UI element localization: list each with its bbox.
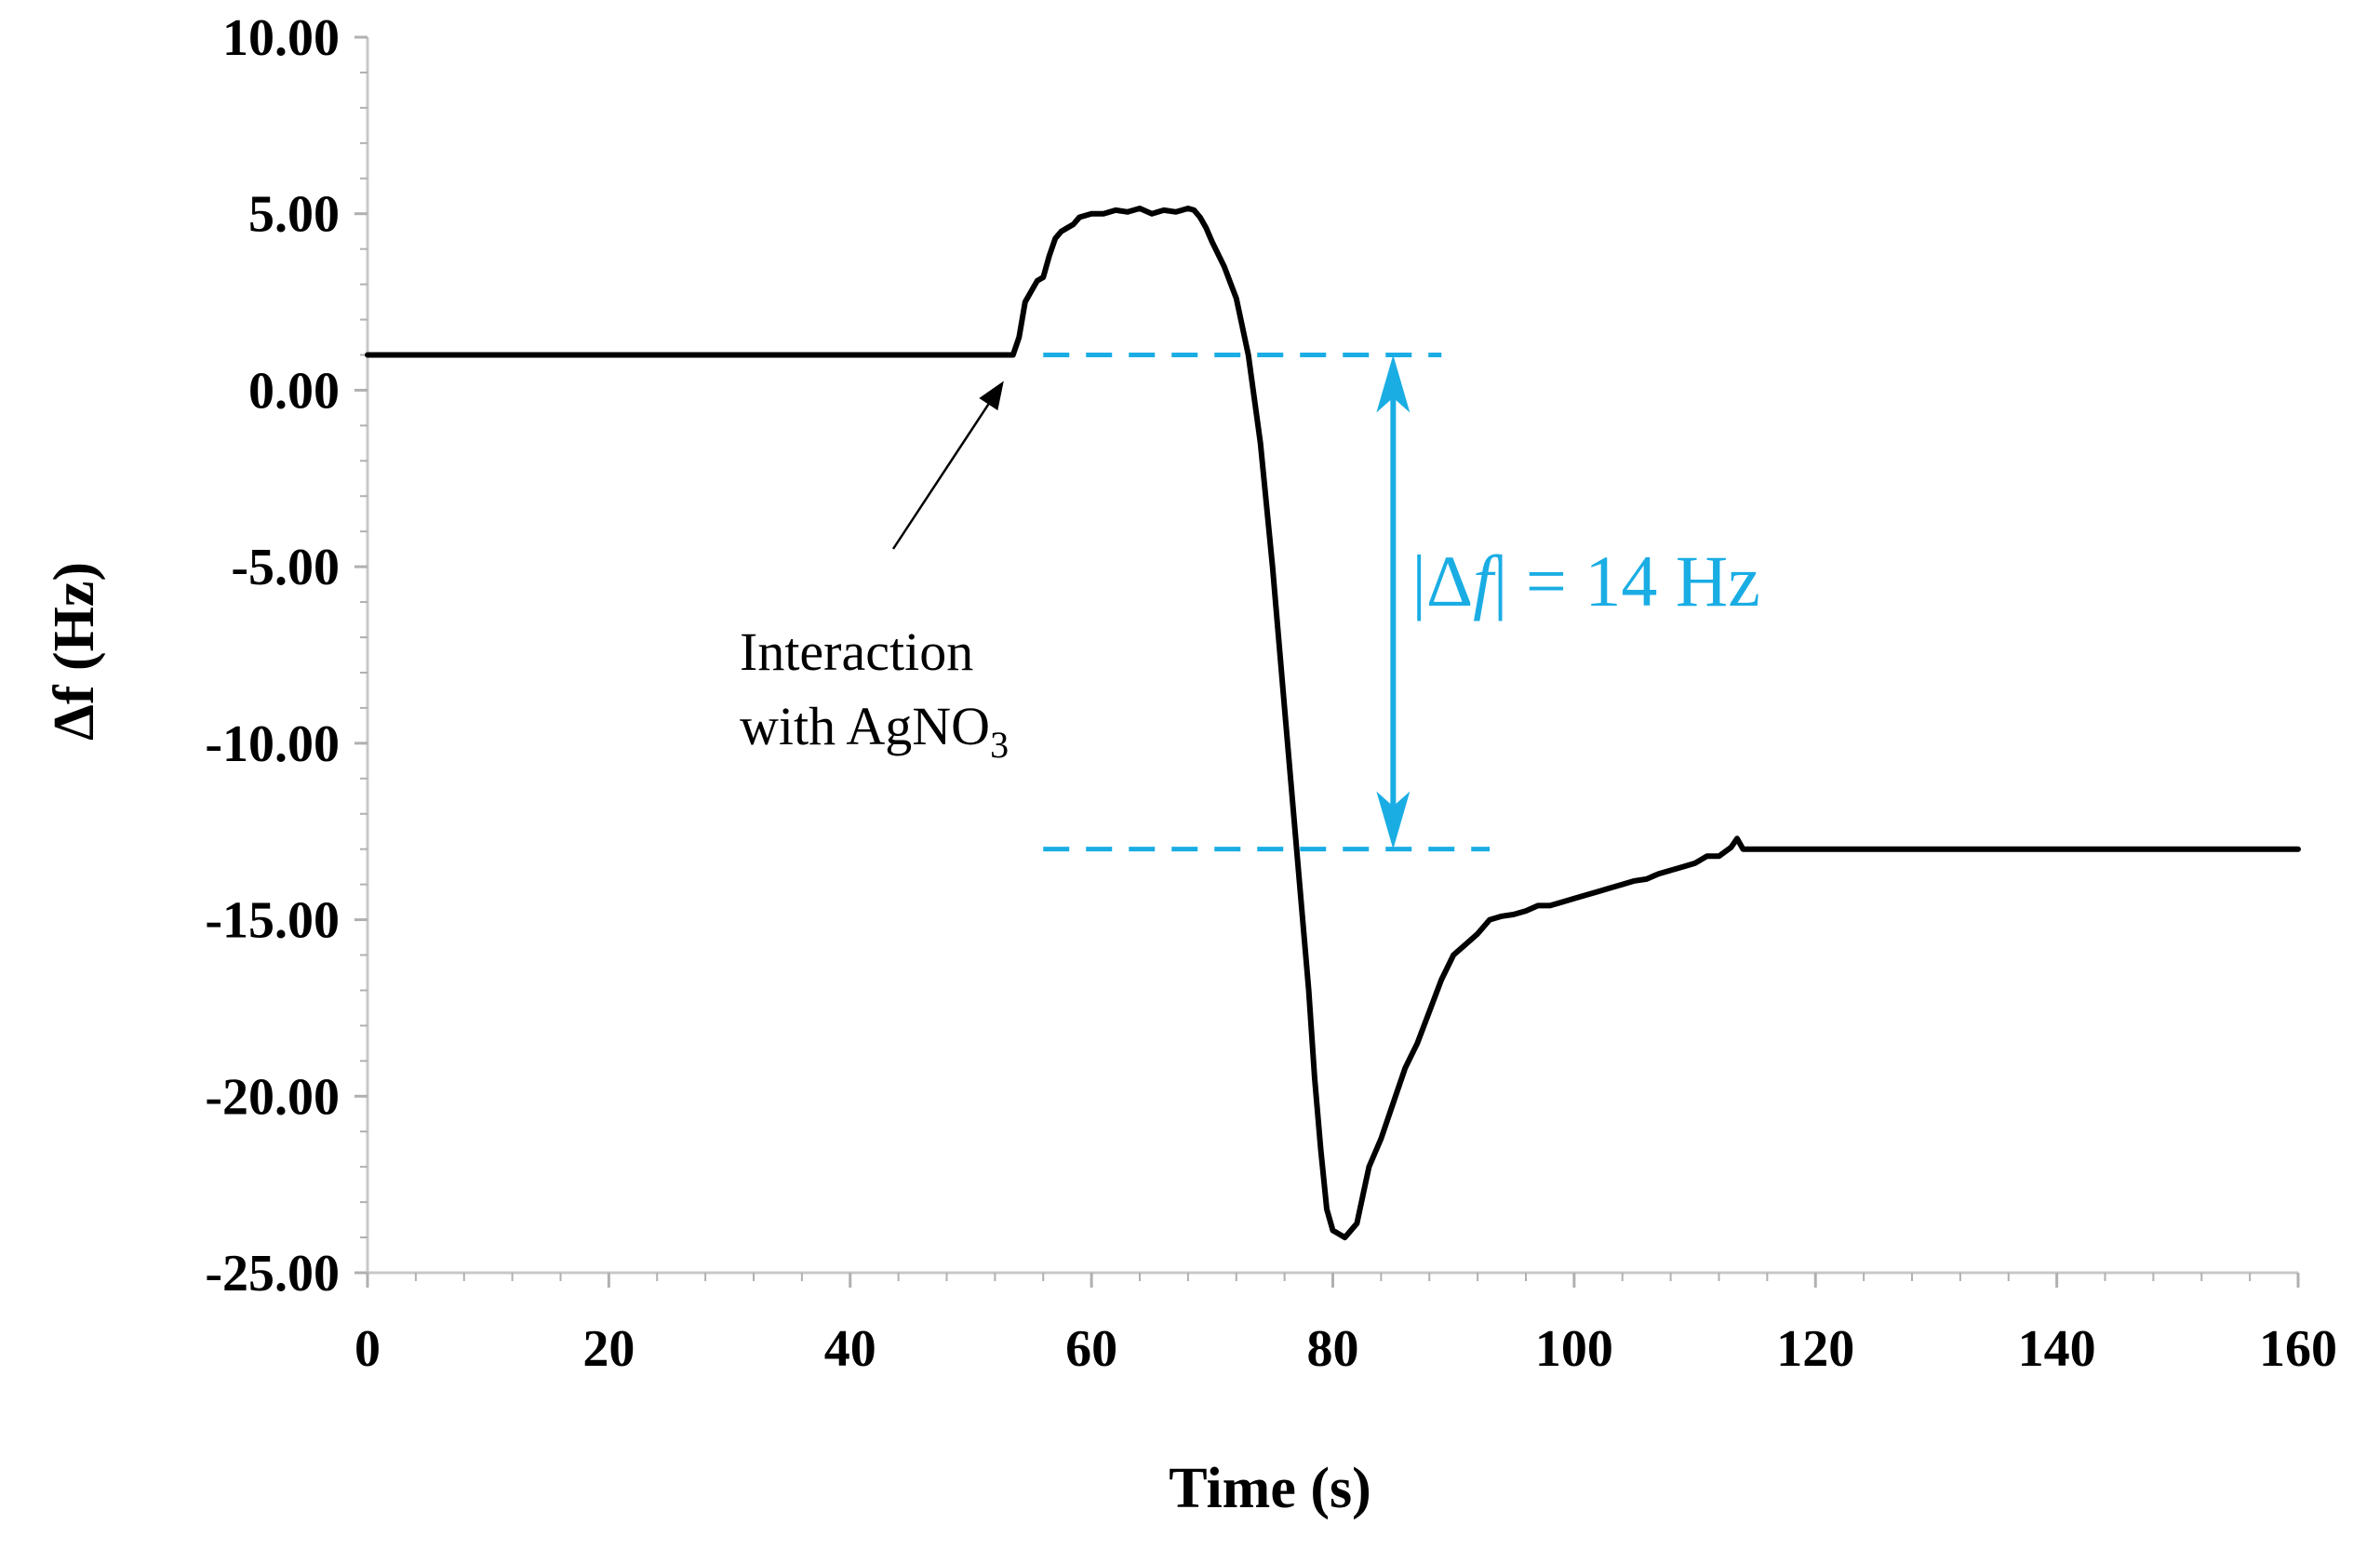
x-tick-label: 40: [824, 1320, 876, 1378]
y-tick-label: 5.00: [248, 186, 340, 244]
interaction-arrowhead: [979, 381, 1004, 411]
x-tick-label: 0: [354, 1320, 381, 1378]
series-layer: [365, 206, 2301, 1241]
y-axis-ticks: 10.00 5.00 0.00 -5.00 -10.00 -15.00 -20.00 -25.…: [205, 9, 368, 1302]
y-tick-label: 0.00: [248, 362, 340, 420]
x-axis-title: Time (s): [1169, 1457, 1371, 1520]
measure-arrowhead-down: [1376, 791, 1411, 849]
y-tick-label: -5.00: [231, 539, 340, 596]
annotation-layer: |Δf| = 14 Hz Interaction with AgNO3: [740, 352, 1760, 852]
interaction-label-subscript: 3: [990, 724, 1009, 766]
x-tick-label: 120: [1776, 1320, 1854, 1378]
y-tick-label: -15.00: [205, 892, 340, 950]
y-tick-label: 10.00: [222, 9, 340, 67]
x-tick-label: 20: [582, 1320, 635, 1378]
series-line: [365, 206, 2301, 1241]
measure-label-suffix: | = 14 Hz: [1493, 541, 1760, 621]
x-tick-label: 60: [1065, 1320, 1117, 1378]
axes: [366, 37, 2298, 1275]
interaction-arrow-line: [891, 403, 990, 550]
x-tick-label: 160: [2259, 1320, 2337, 1378]
interaction-label-line2: with AgNO3: [740, 696, 1009, 766]
y-tick-label: -25.00: [205, 1245, 340, 1302]
interaction-label-line1: Interaction: [740, 621, 973, 682]
x-tick-label: 80: [1307, 1320, 1359, 1378]
y-tick-label: -20.00: [205, 1068, 340, 1126]
measure-arrowhead-up: [1376, 354, 1411, 413]
measure-label-prefix: |Δ: [1411, 541, 1473, 621]
y-axis-title: Δf (Hz): [43, 562, 106, 741]
x-tick-label: 140: [2018, 1320, 2096, 1378]
interaction-label-main: with AgNO: [740, 696, 990, 756]
y-tick-label: -10.00: [205, 715, 340, 773]
x-tick-label: 100: [1535, 1320, 1613, 1378]
x-axis-ticks: 0 20 40 60 80 100 120 140 160: [354, 1273, 2337, 1378]
measure-label: |Δf| = 14 Hz: [1411, 541, 1760, 621]
